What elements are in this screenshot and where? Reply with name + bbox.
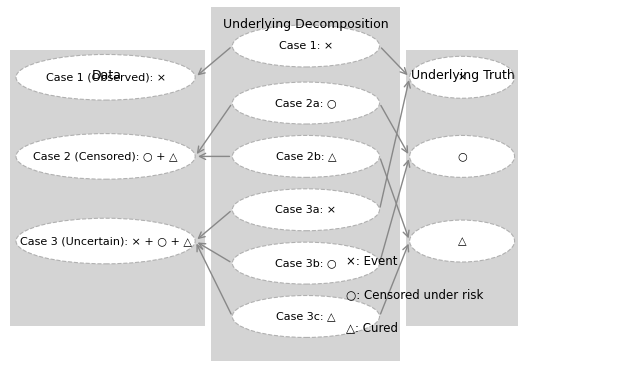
- Ellipse shape: [16, 54, 195, 100]
- Bar: [406, 50, 518, 326]
- Text: Underlying Truth: Underlying Truth: [410, 69, 515, 82]
- Text: Case 3b: ○: Case 3b: ○: [275, 258, 337, 268]
- Ellipse shape: [232, 135, 380, 177]
- Text: ○: Censored under risk: ○: Censored under risk: [346, 288, 483, 301]
- Ellipse shape: [232, 189, 380, 231]
- Text: ○: ○: [457, 151, 467, 162]
- Ellipse shape: [16, 134, 195, 179]
- Ellipse shape: [410, 220, 515, 262]
- Ellipse shape: [232, 25, 380, 67]
- Text: Case 1 (Observed): ×: Case 1 (Observed): ×: [45, 72, 166, 82]
- Text: △: △: [458, 236, 467, 246]
- Ellipse shape: [16, 218, 195, 264]
- Ellipse shape: [410, 56, 515, 98]
- Bar: [211, 7, 400, 361]
- Ellipse shape: [410, 135, 515, 177]
- Text: △: Cured: △: Cured: [346, 321, 397, 334]
- Text: ×: ×: [458, 72, 467, 82]
- Text: Data: Data: [92, 69, 122, 82]
- Bar: [10, 50, 205, 326]
- Text: Case 2a: ○: Case 2a: ○: [275, 98, 337, 108]
- Ellipse shape: [232, 296, 380, 337]
- Text: Underlying Decomposition: Underlying Decomposition: [223, 18, 388, 31]
- Text: Case 1: ×: Case 1: ×: [279, 41, 333, 51]
- Ellipse shape: [232, 242, 380, 284]
- Ellipse shape: [232, 82, 380, 124]
- Text: Case 2 (Censored): ○ + △: Case 2 (Censored): ○ + △: [33, 151, 178, 162]
- Text: ×: Event: ×: Event: [346, 255, 397, 268]
- Text: Case 3c: △: Case 3c: △: [276, 311, 335, 322]
- Text: Case 3 (Uncertain): × + ○ + △: Case 3 (Uncertain): × + ○ + △: [20, 236, 191, 246]
- Text: Case 3a: ×: Case 3a: ×: [275, 205, 337, 215]
- Text: Case 2b: △: Case 2b: △: [276, 151, 336, 162]
